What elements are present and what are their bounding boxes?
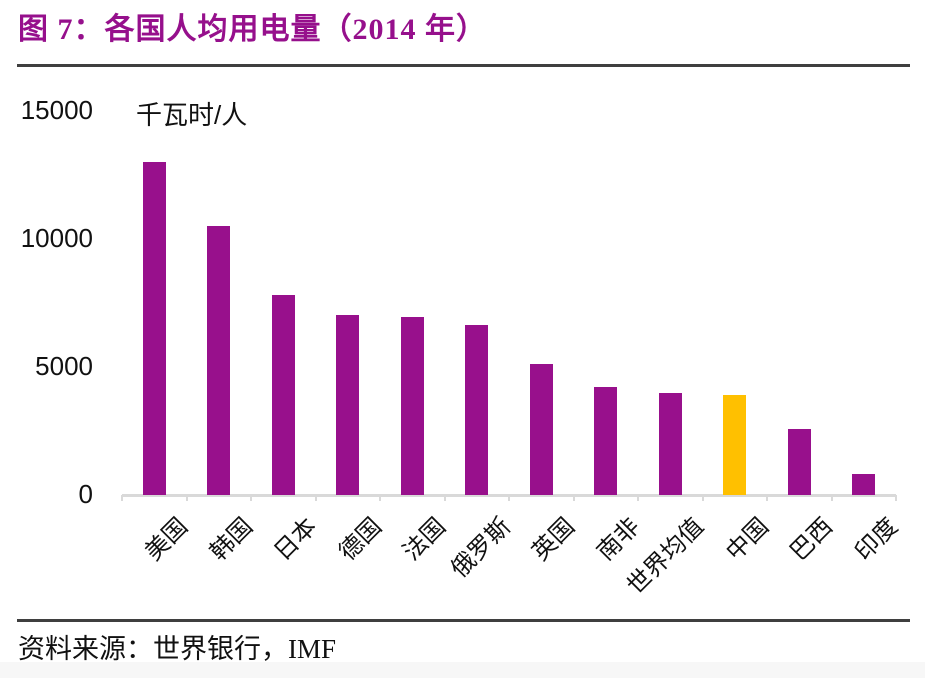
x-tick-mark	[572, 495, 575, 501]
bar-南非	[594, 387, 618, 495]
bar-韩国	[207, 226, 231, 495]
bar-印度	[852, 474, 876, 495]
x-tick-mark	[508, 495, 510, 501]
source-note: 资料来源：世界银行，IMF	[18, 634, 337, 664]
x-axis-label-英国: 英国	[527, 512, 581, 566]
x-tick-mark	[185, 495, 188, 501]
x-axis-label-日本: 日本	[269, 512, 323, 566]
x-tick-mark	[121, 495, 123, 501]
x-tick-mark	[250, 495, 252, 501]
bar-德国	[336, 314, 360, 495]
x-tick-mark	[766, 495, 768, 501]
y-axis-unit-label: 千瓦时/人	[136, 100, 248, 130]
x-axis-label-美国: 美国	[140, 512, 194, 566]
x-tick-mark	[637, 495, 639, 501]
y-tick-label: 0	[78, 479, 93, 509]
y-tick-label: 15000	[20, 95, 93, 125]
x-axis-label-韩国: 韩国	[204, 512, 258, 566]
x-axis-label-印度: 印度	[849, 512, 903, 566]
bar-日本	[271, 295, 295, 495]
bottom-strip	[0, 662, 925, 678]
x-axis-label-俄罗斯: 俄罗斯	[445, 512, 516, 583]
bottom-divider	[17, 619, 910, 622]
bar-世界均值	[658, 393, 682, 495]
bar-法国	[400, 317, 424, 495]
y-tick-label: 10000	[20, 223, 93, 253]
x-tick-mark	[701, 495, 704, 501]
bar-美国	[142, 162, 166, 495]
bar-巴西	[787, 429, 811, 495]
x-tick-mark	[895, 495, 897, 501]
x-tick-mark	[443, 495, 446, 501]
x-axis-label-德国: 德国	[333, 512, 387, 566]
x-tick-mark	[314, 495, 317, 501]
bar-俄罗斯	[465, 324, 489, 495]
x-axis-label-中国: 中国	[720, 512, 774, 566]
bar-英国	[529, 364, 553, 495]
y-tick-label: 5000	[35, 351, 93, 381]
bar-中国	[723, 395, 747, 495]
figure-title: 图 7：各国人均用电量（2014 年）	[18, 13, 487, 46]
plot-area	[122, 110, 896, 497]
x-tick-mark	[379, 495, 381, 501]
x-axis-label-巴西: 巴西	[785, 512, 839, 566]
top-divider	[17, 64, 910, 67]
x-tick-mark	[830, 495, 833, 501]
